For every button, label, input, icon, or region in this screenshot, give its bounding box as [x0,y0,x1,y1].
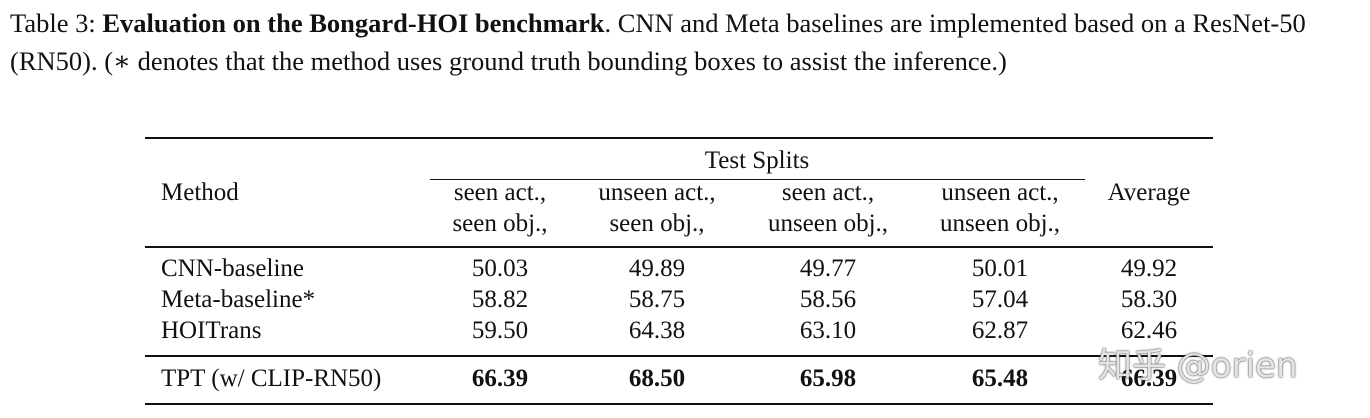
caption-text: . CNN and Meta baselines are implemented… [10,8,1306,76]
cell: 65.48 [971,365,1029,392]
column-header: unseen act., [941,179,1059,206]
cell: 63.10 [799,317,857,344]
method-name: HOITrans [161,317,262,344]
method-header: Method [161,179,239,206]
cell: 62.46 [1120,317,1178,344]
caption-label: Table 3: [10,8,96,38]
column-header: seen act., [453,179,547,206]
method-name: Meta-baseline* [161,286,316,313]
caption-title: Evaluation on the Bongard-HOI benchmark [102,8,605,38]
column-header: unseen obj., [767,210,889,237]
method-name: TPT (w/ CLIP-RN50) [161,365,382,392]
column-header: unseen act., [598,179,716,206]
rule [145,403,1213,405]
cell: 58.82 [471,286,529,313]
average-header: Average [1107,179,1191,206]
cell: 49.92 [1120,255,1178,282]
cell: 65.98 [799,365,857,392]
cell: 50.01 [971,255,1029,282]
column-header: seen act., [781,179,875,206]
column-header: seen obj., [452,210,548,237]
cell: 62.87 [971,317,1029,344]
cell: 64.38 [628,317,686,344]
cell: 68.50 [628,365,686,392]
group-header: Test Splits [704,147,810,174]
cell: 50.03 [471,255,529,282]
watermark: 知乎 @orien [1098,346,1298,386]
cell: 59.50 [471,317,529,344]
rule [145,137,1213,139]
cell: 49.89 [628,255,686,282]
column-header: seen obj., [609,210,705,237]
cell: 57.04 [971,286,1029,313]
cell: 58.75 [628,286,686,313]
rule [430,179,1085,181]
caption: Table 3: Evaluation on the Bongard-HOI b… [10,4,1366,80]
cell: 58.56 [799,286,857,313]
cell: 58.30 [1120,286,1178,313]
cell: 66.39 [1120,365,1178,392]
cell: 66.39 [471,365,529,392]
cell: 49.77 [799,255,857,282]
rule [145,246,1213,248]
method-name: CNN-baseline [161,255,305,282]
column-header: unseen obj., [939,210,1061,237]
rule [145,355,1213,357]
